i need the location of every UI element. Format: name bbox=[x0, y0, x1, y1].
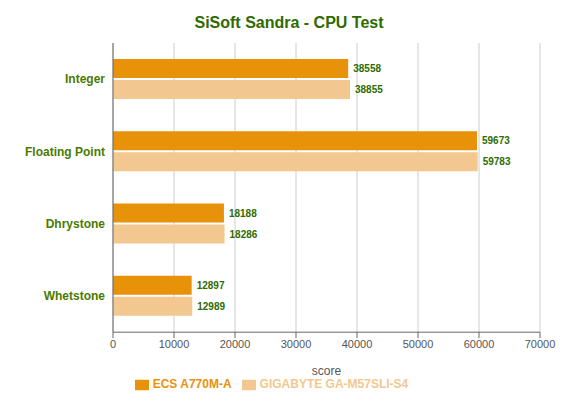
svg-text:Integer: Integer bbox=[65, 72, 105, 86]
svg-text:59673: 59673 bbox=[482, 135, 510, 146]
svg-text:Floating Point: Floating Point bbox=[25, 145, 105, 159]
svg-text:38855: 38855 bbox=[355, 84, 383, 95]
svg-text:12897: 12897 bbox=[197, 280, 225, 291]
html-text:ECS A770M-A: ECS A770M-A bbox=[152, 377, 232, 392]
svg-text:70000: 70000 bbox=[525, 338, 556, 350]
svg-text:40000: 40000 bbox=[342, 338, 373, 350]
svg-text:12989: 12989 bbox=[197, 301, 225, 312]
html-text:SiSoft Sandra - CPU Test: SiSoft Sandra - CPU Test bbox=[194, 14, 384, 31]
svg-text:0: 0 bbox=[110, 338, 116, 350]
svg-text:18286: 18286 bbox=[230, 229, 258, 240]
svg-text:59783: 59783 bbox=[483, 156, 511, 167]
svg-text:50000: 50000 bbox=[403, 338, 434, 350]
svg-text:Dhrystone: Dhrystone bbox=[46, 217, 106, 231]
svg-text:60000: 60000 bbox=[464, 338, 495, 350]
html-text:GIGABYTE GA-M57SLI-S4: GIGABYTE GA-M57SLI-S4 bbox=[259, 377, 409, 392]
svg-text:20000: 20000 bbox=[220, 338, 251, 350]
svg-text:Whetstone: Whetstone bbox=[44, 289, 106, 303]
svg-text:38558: 38558 bbox=[353, 63, 381, 74]
svg-text:18188: 18188 bbox=[229, 208, 257, 219]
svg-text:10000: 10000 bbox=[159, 338, 190, 350]
svg-text:score: score bbox=[312, 364, 342, 378]
svg-text:30000: 30000 bbox=[281, 338, 312, 350]
